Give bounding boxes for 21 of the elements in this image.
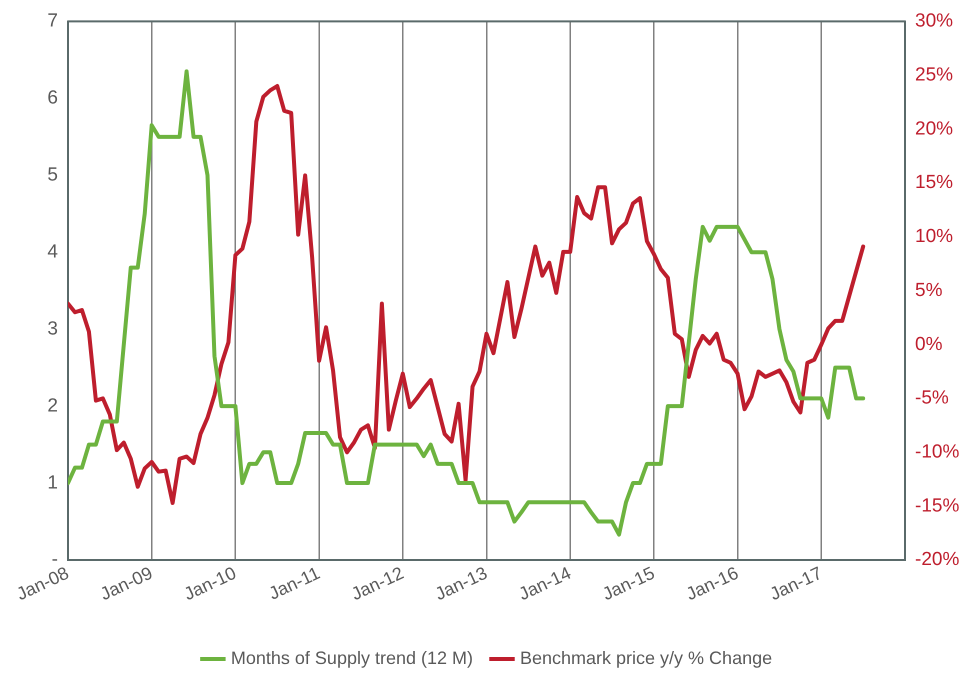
y2-tick-label: 5% <box>915 280 943 301</box>
y2-tick-label: 15% <box>915 172 954 194</box>
y-tick-label: 7 <box>47 10 58 32</box>
y2-tick-label: 25% <box>915 64 954 86</box>
y2-tick-label: 0% <box>915 334 943 355</box>
y-tick-label: 3 <box>47 318 58 340</box>
y2-tick-label: -5% <box>915 388 949 409</box>
legend-label: Months of Supply trend (12 M) <box>230 648 474 668</box>
y-tick-label: 2 <box>47 395 58 416</box>
y2-tick-label: -10% <box>915 442 960 463</box>
y-tick-label: 5 <box>47 164 58 186</box>
y2-tick-label: 10% <box>915 226 954 248</box>
legend-label: Benchmark price y/y % Change <box>520 648 772 668</box>
y2-tick-label: 20% <box>915 118 954 140</box>
y2-tick-label: -20% <box>915 549 960 570</box>
y2-tick-label: -15% <box>915 495 960 516</box>
y-tick-label: 6 <box>47 88 58 109</box>
y-tick-label: 1 <box>47 472 58 494</box>
y-tick-label: - <box>52 549 58 570</box>
y-tick-label: 4 <box>47 241 58 262</box>
y2-tick-label: 30% <box>915 10 954 32</box>
